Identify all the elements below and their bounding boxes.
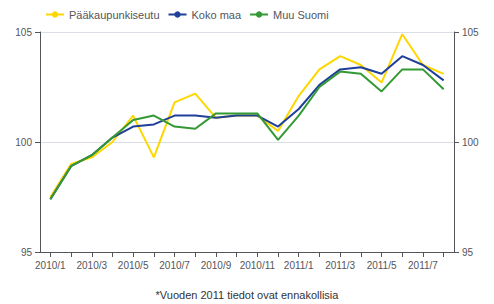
svg-text:100: 100 — [462, 137, 479, 148]
svg-text:2010/9: 2010/9 — [201, 260, 232, 271]
svg-text:2011/3: 2011/3 — [325, 260, 355, 271]
svg-text:2010/7: 2010/7 — [159, 260, 190, 271]
svg-text:*Vuoden 2011 tiedot ovat ennak: *Vuoden 2011 tiedot ovat ennakollisia — [156, 289, 340, 301]
svg-text:95: 95 — [462, 247, 474, 258]
svg-text:95: 95 — [21, 247, 33, 258]
svg-text:2010/11: 2010/11 — [240, 260, 276, 271]
svg-text:Koko maa: Koko maa — [192, 9, 242, 21]
svg-text:105: 105 — [15, 27, 32, 38]
svg-text:Muu Suomi: Muu Suomi — [273, 9, 329, 21]
svg-text:100: 100 — [15, 137, 32, 148]
svg-text:2010/3: 2010/3 — [76, 260, 107, 271]
svg-text:2011/5: 2011/5 — [367, 260, 397, 271]
svg-text:2010/1: 2010/1 — [35, 260, 66, 271]
svg-text:105: 105 — [462, 27, 479, 38]
svg-text:Pääkaupunkiseutu: Pääkaupunkiseutu — [69, 9, 160, 21]
svg-text:2011/1: 2011/1 — [284, 260, 314, 271]
svg-text:2011/7: 2011/7 — [408, 260, 438, 271]
svg-text:2010/5: 2010/5 — [118, 260, 149, 271]
